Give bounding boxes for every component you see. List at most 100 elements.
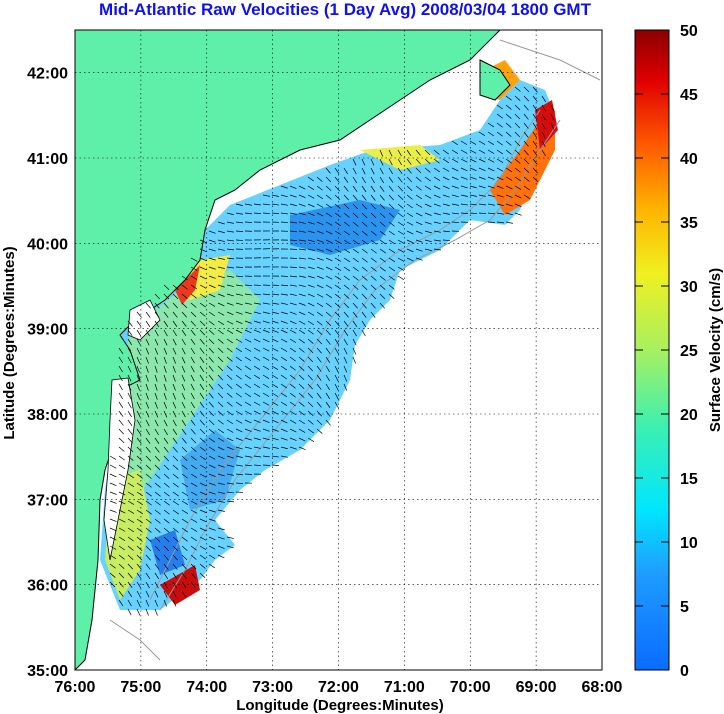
velocity-arrow (325, 266, 333, 271)
velocity-arrow (289, 194, 297, 198)
velocity-arrow (280, 203, 288, 206)
velocity-arrow (172, 563, 178, 570)
velocity-arrow (217, 266, 225, 269)
velocity-arrow (316, 176, 323, 182)
velocity-arrow (469, 158, 477, 163)
velocity-arrow (136, 320, 142, 327)
velocity-arrow (199, 401, 205, 408)
velocity-arrow (145, 590, 150, 598)
velocity-arrow (523, 149, 529, 156)
velocity-arrow (307, 356, 314, 363)
velocity-arrow (118, 419, 124, 426)
velocity-arrow (298, 266, 306, 269)
velocity-arrow (271, 320, 279, 324)
velocity-arrow (433, 149, 440, 155)
velocity-arrow (469, 212, 478, 214)
velocity-arrow (334, 302, 341, 308)
velocity-arrow (316, 248, 324, 252)
velocity-arrow (361, 275, 368, 281)
velocity-arrow (334, 347, 339, 355)
velocity-arrow (541, 122, 546, 130)
velocity-arrow (325, 383, 330, 391)
velocity-arrow (145, 599, 150, 607)
velocity-arrow (118, 383, 123, 391)
velocity-arrow (388, 149, 393, 157)
velocity-arrow (388, 221, 395, 227)
velocity-arrow (262, 347, 270, 352)
velocity-arrow (190, 446, 197, 452)
velocity-arrow (361, 248, 368, 254)
velocity-arrow (442, 176, 450, 181)
velocity-arrow (226, 419, 234, 425)
velocity-arrow (145, 383, 149, 391)
velocity-arrow (127, 608, 132, 616)
velocity-arrow (226, 230, 234, 233)
velocity-arrow (307, 275, 315, 279)
velocity-arrow (118, 563, 125, 569)
velocity-arrow (496, 131, 503, 137)
velocity-arrow (235, 302, 243, 306)
velocity-arrow (244, 410, 252, 415)
colorbar-label: Surface Velocity (cm/s) (707, 268, 724, 432)
velocity-arrow (181, 527, 188, 533)
velocity-arrow (127, 545, 134, 551)
velocity-arrow (460, 203, 468, 206)
velocity-arrow (163, 329, 168, 337)
velocity-arrow (163, 338, 168, 346)
velocity-arrow (451, 140, 459, 146)
velocity-arrow (424, 221, 432, 225)
velocity-arrow (253, 329, 261, 333)
velocity-arrow (379, 248, 386, 254)
velocity-arrow (352, 302, 358, 309)
velocity-arrow (442, 230, 450, 233)
velocity-arrow (199, 563, 206, 569)
velocity-arrow (379, 275, 386, 281)
velocity-arrow (451, 149, 459, 154)
map-title: Mid-Atlantic Raw Velocities (1 Day Avg) … (99, 0, 591, 19)
velocity-arrow (253, 401, 261, 406)
velocity-arrow (307, 410, 314, 416)
velocity-arrow (190, 527, 198, 532)
velocity-arrow (307, 428, 314, 434)
velocity-arrow (136, 590, 141, 598)
lon-tick-label: 71:00 (384, 679, 425, 696)
velocity-arrow (145, 563, 151, 570)
velocity-arrow (316, 338, 323, 345)
velocity-arrow (325, 302, 332, 308)
velocity-arrow (496, 149, 503, 155)
velocity-arrow (271, 401, 279, 406)
velocity-arrow (406, 194, 413, 200)
velocity-arrow (172, 419, 177, 427)
velocity-arrow (172, 293, 179, 300)
velocity-arrow (379, 284, 386, 290)
velocity-arrow (136, 428, 142, 435)
velocity-arrow (352, 356, 356, 364)
velocity-arrow (370, 239, 377, 245)
velocity-arrow (226, 482, 234, 485)
velocity-arrow (298, 374, 305, 381)
velocity-arrow (289, 374, 296, 380)
velocity-arrow (316, 383, 322, 390)
velocity-arrow (199, 365, 205, 373)
velocity-arrow (442, 194, 450, 198)
velocity-arrow (190, 401, 195, 409)
velocity-arrow (280, 338, 288, 343)
velocity-arrow (370, 284, 377, 291)
velocity-arrow (280, 284, 288, 287)
velocity-arrow (127, 320, 133, 327)
velocity-arrow (298, 365, 305, 371)
velocity-arrow (253, 374, 261, 380)
velocity-arrow (172, 374, 176, 382)
velocity-arrow (244, 284, 253, 287)
velocity-arrow (280, 356, 288, 362)
velocity-arrow (136, 491, 143, 497)
velocity-arrow (370, 194, 376, 201)
velocity-arrow (190, 500, 198, 505)
velocity-arrow (325, 347, 331, 354)
velocity-arrow (298, 248, 306, 251)
velocity-arrow (316, 194, 324, 200)
velocity-arrow (289, 284, 297, 287)
velocity-arrow (136, 554, 143, 561)
velocity-arrow (181, 473, 188, 479)
velocity-arrow (199, 266, 207, 271)
